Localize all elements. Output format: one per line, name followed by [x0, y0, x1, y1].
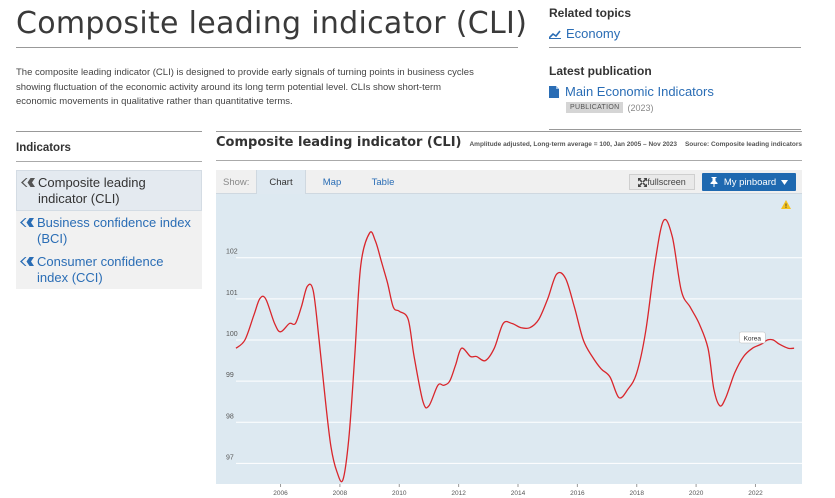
indicators-top-divider — [16, 131, 202, 132]
related-topics-heading: Related topics — [549, 6, 632, 20]
chart-top-divider — [216, 131, 802, 132]
tab-table[interactable]: Table — [371, 177, 395, 188]
y-tick-label: 97 — [226, 454, 234, 461]
indicators-heading: Indicators — [16, 142, 71, 154]
latest-publication-heading: Latest publication — [549, 64, 652, 78]
publication-badge: PUBLICATION — [566, 102, 624, 113]
topic-label: Economy — [566, 26, 621, 41]
related-topics: Related topics Economy — [549, 6, 801, 41]
chart-header-divider — [216, 160, 802, 161]
indicator-list: Composite leading indicator (CLI) Busine… — [16, 170, 202, 289]
x-tick-label: 2008 — [333, 490, 348, 497]
double-chevron-icon — [21, 178, 35, 187]
x-tick-label: 2018 — [630, 490, 645, 497]
chart-toolbar: Show: Chart Map Table fullscreen My pinb… — [216, 170, 802, 194]
plot-background — [216, 194, 802, 498]
publication-meta: PUBLICATION (2023) — [566, 102, 801, 113]
x-tick-label: 2014 — [511, 490, 526, 497]
title-divider — [16, 47, 518, 48]
chart-title: Composite leading indicator (CLI) — [216, 135, 462, 150]
related-divider — [549, 47, 801, 48]
trend-chart-icon — [549, 30, 561, 39]
indicator-item-bci[interactable]: Business confidence index (BCI) — [16, 211, 202, 250]
tab-chart[interactable]: Chart — [256, 170, 306, 194]
indicator-item-cli[interactable]: Composite leading indicator (CLI) — [16, 170, 202, 211]
series-line-korea — [235, 218, 795, 483]
latest-publication: Latest publication Main Economic Indicat… — [549, 64, 801, 113]
line-chart: 97 98 99 100 101 102 2006 2008 2010 2012 2014 2016 2… — [216, 194, 802, 498]
indicator-label: Business confidence index (BCI) — [37, 215, 191, 246]
pin-icon — [710, 177, 718, 187]
document-icon — [549, 85, 559, 98]
intro-text: The composite leading indicator (CLI) is… — [16, 67, 474, 107]
tab-map[interactable]: Map — [322, 177, 342, 188]
pinboard-button[interactable]: My pinboard — [702, 173, 796, 191]
y-tick-label: 102 — [226, 249, 238, 256]
page-title: Composite leading indicator (CLI) — [16, 6, 528, 41]
chart-subtitle: Amplitude adjusted, Long-term average = … — [469, 141, 678, 148]
latest-divider — [549, 129, 801, 130]
publication-link[interactable]: Main Economic Indicators — [549, 84, 801, 99]
topic-link-economy[interactable]: Economy — [549, 26, 801, 41]
indicators-divider — [16, 161, 202, 162]
fullscreen-button[interactable]: fullscreen — [629, 174, 695, 190]
x-tick-label: 2010 — [392, 490, 407, 497]
fullscreen-label: fullscreen — [647, 177, 686, 187]
x-tick-label: 2006 — [273, 490, 288, 497]
double-chevron-icon — [20, 218, 34, 227]
chart-area[interactable]: 97 98 99 100 101 102 2006 2008 2010 2012 2014 2016 2… — [216, 194, 802, 498]
x-tick-label: 2016 — [570, 490, 585, 497]
show-label: Show: — [223, 177, 250, 188]
series-label: Korea — [744, 336, 762, 343]
indicator-item-cci[interactable]: Consumer confidence index (CCI) — [16, 250, 202, 289]
warning-icon — [781, 200, 791, 209]
pinboard-label: My pinboard — [723, 176, 777, 188]
y-tick-label: 100 — [226, 331, 238, 338]
caret-down-icon — [781, 179, 789, 185]
indicator-label: Consumer confidence index (CCI) — [37, 254, 164, 285]
x-axis-band — [216, 484, 802, 498]
y-tick-label: 99 — [226, 372, 234, 379]
chart-header: Composite leading indicator (CLI) Amplit… — [216, 135, 802, 150]
x-tick-label: 2012 — [451, 490, 466, 497]
expand-icon — [638, 177, 648, 187]
double-chevron-icon — [20, 257, 34, 266]
chart-source: Source: Composite leading indicators — [684, 141, 802, 148]
y-tick-label: 98 — [226, 413, 234, 420]
publication-title: Main Economic Indicators — [565, 84, 714, 99]
series-label-box — [739, 331, 766, 344]
indicator-label: Composite leading indicator (CLI) — [38, 175, 146, 206]
y-tick-label: 101 — [226, 290, 238, 297]
x-tick-label: 2022 — [748, 490, 763, 497]
publication-year: (2023) — [627, 102, 654, 113]
x-tick-label: 2020 — [689, 490, 704, 497]
warning-icon-mark: ! — [785, 204, 787, 210]
